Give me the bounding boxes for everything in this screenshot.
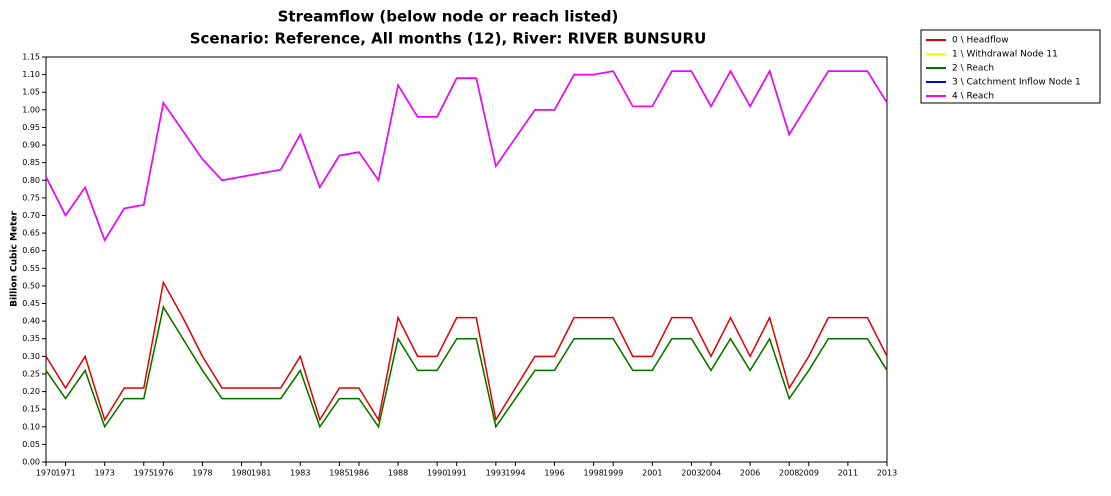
y-tick-label: 0.85 (22, 158, 40, 167)
legend-label: 1 \ Withdrawal Node 11 (952, 50, 1058, 60)
y-tick-label: 0.05 (22, 440, 40, 449)
x-tick-label: 1983 (290, 469, 310, 478)
y-tick-label: 0.45 (22, 299, 40, 308)
x-tick-label: 1978 (192, 469, 212, 478)
y-axis-label: Billion Cubic Meter (10, 211, 20, 307)
x-tick-label: 1985 (329, 469, 349, 478)
x-tick-label: 1990 (427, 469, 447, 478)
y-tick-label: 0.10 (22, 422, 40, 431)
x-tick-label: 1975 (134, 469, 154, 478)
x-tick-label: 1981 (251, 469, 271, 478)
y-tick-label: 0.65 (22, 229, 40, 238)
y-tick-label: 0.90 (22, 141, 40, 150)
y-tick-label: 0.50 (22, 281, 40, 290)
y-tick-label: 0.25 (22, 369, 40, 378)
y-tick-label: 0.00 (22, 458, 40, 467)
legend-label: 4 \ Reach (952, 92, 994, 102)
x-tick-label: 2009 (799, 469, 819, 478)
series-line (45, 280, 888, 422)
y-tick-label: 1.05 (22, 88, 40, 97)
y-tick-label: 0.35 (22, 334, 40, 343)
series-line (45, 305, 888, 429)
x-tick-label: 1986 (349, 469, 369, 478)
y-tick-label: 1.00 (22, 105, 40, 114)
series-line (45, 69, 888, 242)
x-tick-label: 1994 (505, 469, 525, 478)
x-tick-label: 2008 (779, 469, 799, 478)
chart-title: Streamflow (below node or reach listed) (278, 8, 619, 26)
y-tick-label: 0.55 (22, 264, 40, 273)
plot-area (45, 56, 888, 463)
x-tick-label: 1999 (603, 469, 623, 478)
y-tick-label: 0.20 (22, 387, 40, 396)
series-line (45, 69, 888, 242)
y-tick-label: 0.60 (22, 246, 40, 255)
x-tick-label: 1998 (583, 469, 603, 478)
x-tick-label: 2003 (681, 469, 701, 478)
y-tick-label: 1.15 (22, 53, 40, 62)
legend-label: 3 \ Catchment Inflow Node 1 (952, 78, 1081, 88)
y-tick-label: 0.80 (22, 176, 40, 185)
x-tick-label: 2013 (877, 469, 897, 478)
legend (920, 29, 1101, 104)
y-tick-label: 1.10 (22, 70, 40, 79)
chart-subtitle: Scenario: Reference, All months (12), Ri… (190, 30, 707, 48)
x-tick-label: 1993 (486, 469, 506, 478)
x-tick-label: 2011 (838, 469, 858, 478)
y-tick-label: 0.15 (22, 405, 40, 414)
y-tick-label: 0.95 (22, 123, 40, 132)
x-tick-label: 2001 (642, 469, 662, 478)
y-tick-label: 0.75 (22, 193, 40, 202)
x-tick-label: 1971 (55, 469, 75, 478)
x-tick-label: 1976 (153, 469, 173, 478)
x-tick-label: 1980 (231, 469, 251, 478)
legend-label: 2 \ Reach (952, 64, 994, 74)
x-tick-label: 2004 (701, 469, 721, 478)
x-tick-label: 1973 (94, 469, 114, 478)
x-tick-label: 1988 (388, 469, 408, 478)
series-line (45, 305, 888, 429)
y-tick-label: 0.70 (22, 211, 40, 220)
y-tick-label: 0.40 (22, 317, 40, 326)
x-tick-label: 1970 (36, 469, 56, 478)
x-tick-label: 1996 (544, 469, 564, 478)
legend-label: 0 \ Headflow (952, 36, 1009, 46)
x-tick-label: 1991 (447, 469, 467, 478)
y-tick-label: 0.30 (22, 352, 40, 361)
x-tick-label: 2006 (740, 469, 760, 478)
